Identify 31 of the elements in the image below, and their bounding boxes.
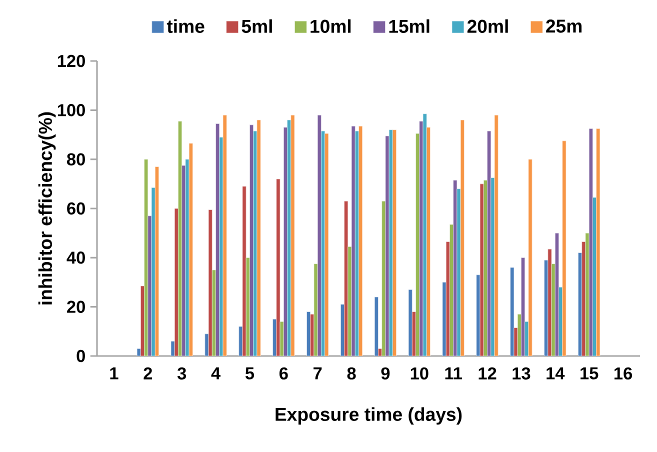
legend-label: 15ml [389, 19, 430, 33]
x-tick-label: 14 [546, 367, 565, 380]
x-tick-label: 16 [614, 367, 632, 380]
x-tick-label: 10 [410, 367, 428, 380]
x-tick-label: 13 [512, 367, 530, 380]
x-tick-label: 3 [177, 367, 186, 380]
y-tick-label: 0 [76, 350, 85, 362]
x-tick-label: 11 [445, 367, 462, 380]
x-tick-label: 1 [110, 367, 118, 380]
x-tick-label: 7 [314, 367, 322, 380]
y-tick-label: 60 [67, 202, 85, 215]
legend-label: 5ml [242, 19, 272, 33]
y-axis-title: inhibitor efficiency(%) [38, 112, 56, 304]
y-tick-label: 20 [67, 300, 85, 313]
legend-label: 20ml [467, 19, 508, 33]
y-tick-label: 80 [67, 153, 85, 166]
y-tick-label: 120 [58, 54, 85, 68]
x-tick-label: 9 [381, 367, 390, 380]
x-tick-label: 2 [144, 367, 152, 380]
x-tick-label: 5 [245, 367, 254, 380]
x-tick-label: 8 [347, 367, 356, 380]
legend-label: 10ml [310, 19, 351, 33]
x-tick-label: 15 [580, 367, 598, 380]
legend-label: time [166, 19, 204, 33]
x-tick-label: 6 [279, 367, 288, 380]
x-axis-title: Exposure time (days) [276, 407, 462, 425]
y-tick-label: 100 [58, 104, 85, 116]
legend-label: 25m [546, 20, 582, 33]
x-tick-label: 4 [211, 367, 220, 380]
y-tick-label: 40 [66, 252, 85, 264]
x-tick-label: 12 [478, 367, 496, 380]
